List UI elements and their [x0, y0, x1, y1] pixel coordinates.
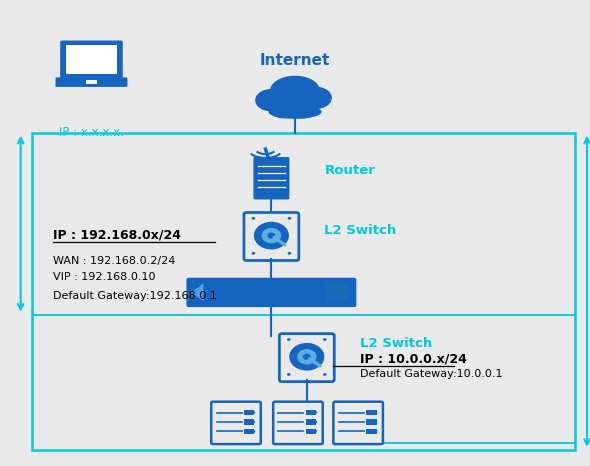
Circle shape: [252, 420, 255, 423]
Circle shape: [287, 338, 290, 341]
Text: Default Gateway:192.168.0.1: Default Gateway:192.168.0.1: [53, 291, 217, 301]
Circle shape: [374, 411, 378, 414]
Polygon shape: [191, 283, 204, 302]
Bar: [366, 419, 376, 425]
Ellipse shape: [299, 87, 332, 109]
FancyBboxPatch shape: [333, 402, 383, 444]
Circle shape: [252, 430, 255, 433]
Circle shape: [323, 373, 327, 376]
Bar: [306, 410, 316, 415]
Circle shape: [314, 420, 317, 423]
Bar: [244, 410, 254, 415]
Circle shape: [267, 233, 276, 239]
Ellipse shape: [268, 105, 322, 119]
Text: VIP : 192.168.0.10: VIP : 192.168.0.10: [53, 272, 156, 282]
Ellipse shape: [270, 101, 296, 118]
Bar: [326, 284, 348, 301]
Circle shape: [261, 228, 281, 243]
Text: Internet: Internet: [260, 53, 330, 68]
Bar: [32, 133, 575, 450]
Text: IP : x.x.x.x.: IP : x.x.x.x.: [59, 126, 124, 139]
Text: IP : 192.168.0x/24: IP : 192.168.0x/24: [53, 229, 181, 242]
Circle shape: [303, 354, 311, 360]
Bar: [366, 429, 376, 434]
Circle shape: [323, 338, 327, 341]
Circle shape: [252, 411, 255, 414]
Bar: [244, 419, 254, 425]
FancyBboxPatch shape: [55, 77, 127, 87]
Circle shape: [287, 373, 290, 376]
FancyBboxPatch shape: [244, 212, 299, 260]
Circle shape: [314, 430, 317, 433]
Circle shape: [314, 411, 317, 414]
FancyBboxPatch shape: [280, 334, 334, 382]
Ellipse shape: [292, 101, 316, 118]
Bar: [306, 429, 316, 434]
Circle shape: [254, 222, 289, 249]
Bar: [244, 429, 254, 434]
Bar: [306, 419, 316, 425]
Text: Router: Router: [324, 164, 375, 177]
Circle shape: [288, 217, 291, 220]
Ellipse shape: [270, 76, 320, 106]
Ellipse shape: [255, 89, 288, 111]
Circle shape: [288, 252, 291, 255]
FancyBboxPatch shape: [211, 402, 261, 444]
FancyBboxPatch shape: [60, 41, 123, 78]
Text: L2 Switch: L2 Switch: [324, 224, 396, 237]
Bar: [66, 45, 117, 74]
Text: L2 Switch: L2 Switch: [360, 337, 432, 350]
Bar: [86, 80, 97, 84]
Text: IP : 10.0.0.x/24: IP : 10.0.0.x/24: [360, 352, 467, 365]
Circle shape: [251, 217, 255, 220]
Text: Default Gateway:10.0.0.1: Default Gateway:10.0.0.1: [360, 369, 503, 379]
Text: WAN : 192.168.0.2/24: WAN : 192.168.0.2/24: [53, 256, 175, 266]
Bar: [366, 410, 376, 415]
Circle shape: [374, 430, 378, 433]
FancyBboxPatch shape: [254, 157, 289, 199]
FancyBboxPatch shape: [186, 278, 356, 307]
Circle shape: [297, 349, 317, 364]
FancyBboxPatch shape: [273, 402, 323, 444]
Circle shape: [374, 420, 378, 423]
Circle shape: [251, 252, 255, 255]
Circle shape: [289, 343, 325, 370]
